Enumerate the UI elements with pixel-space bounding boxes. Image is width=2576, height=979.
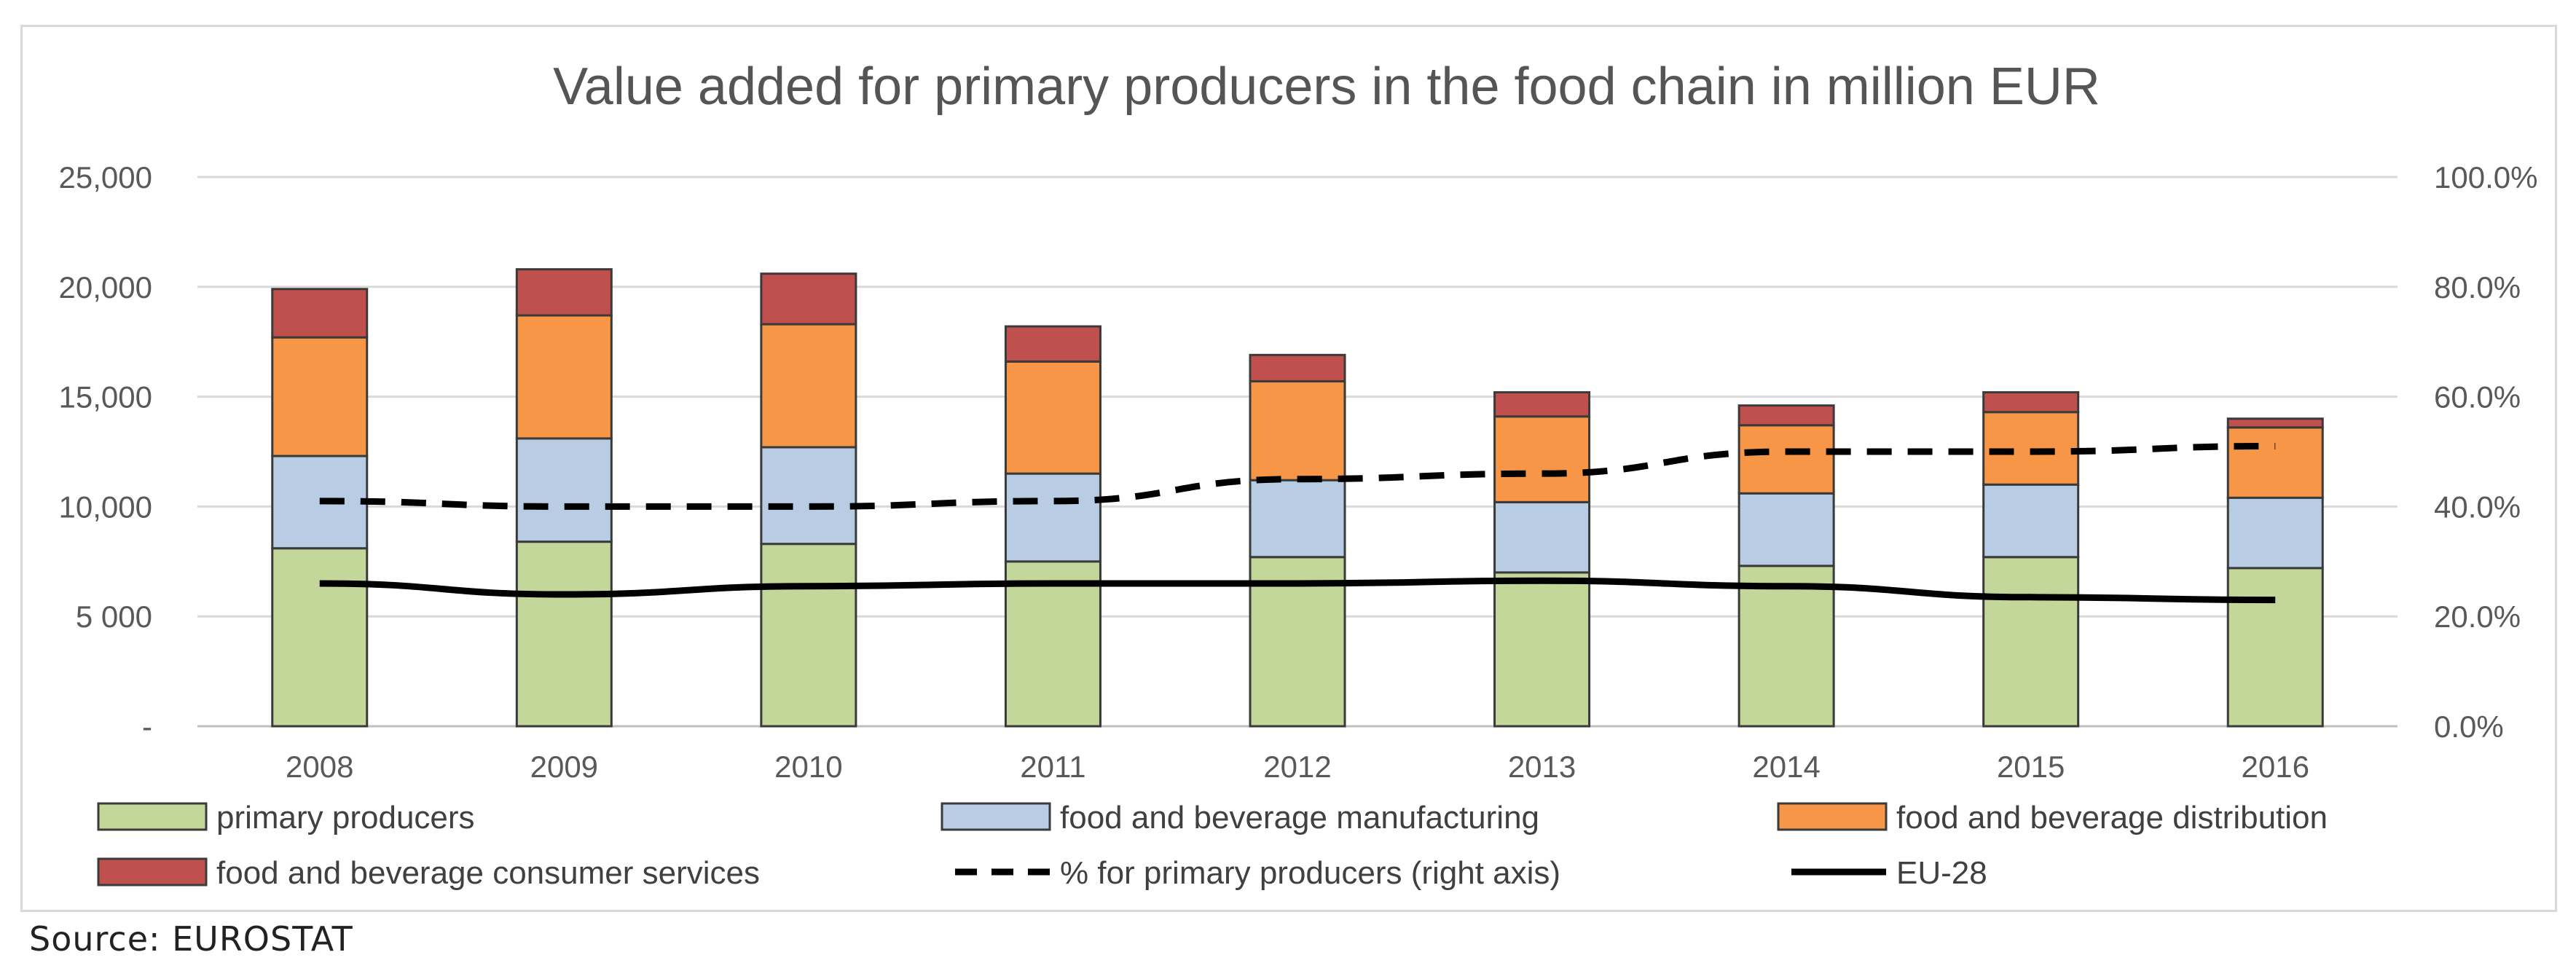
x-tick-label: 2013 xyxy=(1508,750,1576,784)
x-tick-label: 2014 xyxy=(1752,750,1820,784)
y-left-tick-label: 5 000 xyxy=(76,599,152,634)
y-right-tick-label: 100.0% xyxy=(2434,160,2537,194)
legend-label: EU-28 xyxy=(1896,855,1987,891)
bar-food-and-beverage-distribution xyxy=(1249,380,1346,481)
legend-label: primary producers xyxy=(216,800,475,836)
chart-frame: Value added for primary producers in the… xyxy=(20,25,2557,912)
y-right-tick-label: 20.0% xyxy=(2434,599,2521,634)
bar-food-and-beverage-distribution xyxy=(1982,411,2080,486)
legend-label: food and beverage distribution xyxy=(1896,800,2328,836)
y-right-tick-label: 40.0% xyxy=(2434,490,2521,524)
bar-food-and-beverage-consumer-services xyxy=(515,268,613,317)
x-tick-label: 2012 xyxy=(1263,750,1331,784)
x-tick-label: 2009 xyxy=(530,750,598,784)
bar-food-and-beverage-manufacturing xyxy=(1004,472,1102,563)
bar-food-and-beverage-manufacturing xyxy=(1737,492,1835,567)
line-pct-primary-producers xyxy=(319,442,2276,510)
bar-food-and-beverage-manufacturing xyxy=(1982,483,2080,559)
x-tick-label: 2015 xyxy=(1997,750,2065,784)
bar-food-and-beverage-consumer-services xyxy=(1737,404,1835,427)
bar-primary-producers xyxy=(1004,560,1102,728)
bar-food-and-beverage-consumer-services xyxy=(1493,391,1591,418)
bar-food-and-beverage-manufacturing xyxy=(760,446,857,546)
legend-label: food and beverage consumer services xyxy=(216,855,760,891)
legend-label: % for primary producers (right axis) xyxy=(1060,855,1560,891)
bar-food-and-beverage-distribution xyxy=(515,314,613,440)
y-right-tick-label: 0.0% xyxy=(2434,709,2504,744)
bar-primary-producers xyxy=(1982,556,2080,728)
bar-food-and-beverage-manufacturing xyxy=(271,455,369,550)
bar-primary-producers xyxy=(515,540,613,728)
x-tick-label: 2011 xyxy=(1020,750,1085,784)
y-left-tick-label: - xyxy=(142,709,152,744)
bar-food-and-beverage-distribution xyxy=(1004,360,1102,475)
bar-food-and-beverage-consumer-services xyxy=(760,272,857,326)
x-tick-label: 2010 xyxy=(774,750,842,784)
bar-food-and-beverage-distribution xyxy=(1493,415,1591,503)
legend-swatch xyxy=(941,802,1051,831)
bar-food-and-beverage-manufacturing xyxy=(2226,496,2324,570)
bar-food-and-beverage-manufacturing xyxy=(1249,479,1346,559)
bar-food-and-beverage-distribution xyxy=(2226,426,2324,499)
y-right-tick-label: 60.0% xyxy=(2434,380,2521,414)
chart-title: Value added for primary producers in the… xyxy=(553,58,2100,116)
bar-food-and-beverage-consumer-services xyxy=(1982,391,2080,414)
chart: Value added for primary producers in the… xyxy=(59,58,2538,891)
y-right-tick-label: 80.0% xyxy=(2434,270,2521,304)
x-tick-label: 2008 xyxy=(286,750,353,784)
y-left-tick-label: 25,000 xyxy=(59,160,152,194)
bar-food-and-beverage-manufacturing xyxy=(515,437,613,543)
x-tick-label: 2016 xyxy=(2242,750,2309,784)
bar-primary-producers xyxy=(271,547,369,728)
legend-swatch xyxy=(97,802,208,831)
bar-primary-producers xyxy=(1737,565,1835,728)
y-left-tick-label: 20,000 xyxy=(59,270,152,304)
bar-food-and-beverage-consumer-services xyxy=(1004,325,1102,363)
bar-food-and-beverage-consumer-services xyxy=(1249,353,1346,382)
legend-label: food and beverage manufacturing xyxy=(1060,800,1539,836)
bar-primary-producers xyxy=(760,543,857,728)
bar-food-and-beverage-distribution xyxy=(271,336,369,457)
legend-swatch xyxy=(97,857,208,886)
bar-food-and-beverage-distribution xyxy=(760,323,857,449)
bar-primary-producers xyxy=(1493,571,1591,728)
y-left-tick-label: 15,000 xyxy=(59,380,152,414)
line-eu-28 xyxy=(319,577,2276,604)
bar-food-and-beverage-consumer-services xyxy=(2226,417,2324,429)
bar-food-and-beverage-manufacturing xyxy=(1493,500,1591,574)
y-left-tick-label: 10,000 xyxy=(59,490,152,524)
legend-swatch xyxy=(1777,802,1888,831)
bar-food-and-beverage-distribution xyxy=(1737,424,1835,495)
bar-food-and-beverage-consumer-services xyxy=(271,288,369,339)
source-note: Source: EUROSTAT xyxy=(29,919,353,959)
bar-primary-producers xyxy=(2226,567,2324,728)
